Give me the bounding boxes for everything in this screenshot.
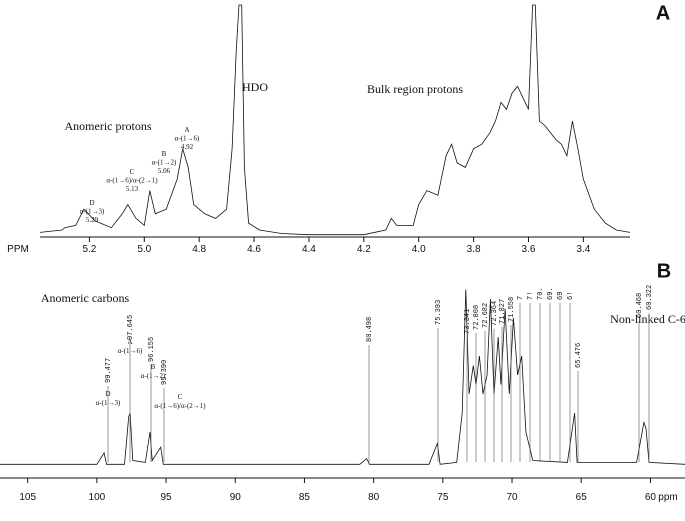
peak-label: 72.682 <box>482 303 490 328</box>
annotation: Anomeric carbons <box>41 291 130 305</box>
peak-label: 6! <box>567 292 575 300</box>
x-tick-label: 70 <box>506 492 518 503</box>
annotation: Anomeric protons <box>65 119 152 133</box>
peak-label: 60.468 <box>636 293 644 318</box>
x-tick-label: 65 <box>576 492 588 503</box>
peak-label: 96.155 <box>148 337 156 362</box>
annotation: 5.29 <box>86 216 99 224</box>
annotation: α-(1→6) <box>118 347 143 355</box>
annotation: 5.06 <box>158 167 171 175</box>
x-tick-label: 5.0 <box>137 244 151 255</box>
annotation: A <box>184 126 189 134</box>
peak-label: 95.390 <box>161 360 169 385</box>
annotation: α-(1→2) <box>152 159 177 167</box>
x-tick-label: 3.4 <box>576 244 590 255</box>
peak-label: 99.477 <box>105 358 113 383</box>
annotation: 5.13 <box>126 185 139 193</box>
x-tick-label: 75 <box>437 492 449 503</box>
spectrum-trace <box>0 289 685 465</box>
peak-label: 72.808 <box>473 305 481 330</box>
annotation: D <box>89 199 94 207</box>
annotation: C <box>178 393 183 401</box>
x-tick-label: 100 <box>89 492 106 503</box>
annotation: Bulk region protons <box>367 82 463 96</box>
panel-label: A <box>656 2 670 24</box>
peak-label: 69 <box>557 292 565 300</box>
x-tick-label: 4.2 <box>357 244 371 255</box>
annotation: B <box>151 363 156 371</box>
peak-label: 97.645 <box>127 315 135 340</box>
annotation: α-(1→6)/α-(2→1) <box>154 402 206 410</box>
peak-label: 7 <box>517 296 525 300</box>
annotation: C <box>130 168 135 176</box>
peak-label: 71.827 <box>499 299 507 324</box>
x-tick-label: 3.6 <box>522 244 536 255</box>
x-tick-label: 4.0 <box>412 244 426 255</box>
peak-label: 65.476 <box>575 343 583 368</box>
x-tick-label: 60 <box>645 492 657 503</box>
peak-label: 7! <box>527 292 535 300</box>
x-tick-label: 3.8 <box>467 244 481 255</box>
x-tick-label: 90 <box>230 492 242 503</box>
annotation: α-(1→6) <box>175 135 200 143</box>
x-axis-label: PPM <box>7 244 29 255</box>
annotation: Non-linked C-6 <box>610 312 685 326</box>
spectrum-trace <box>39 4 631 236</box>
x-tick-label: 4.4 <box>302 244 316 255</box>
annotation: 4.92 <box>181 143 194 151</box>
peak-label: 80.498 <box>366 317 374 342</box>
peak-label: 72.364 <box>491 301 499 326</box>
annotation: α-(1→6)/α-(2→1) <box>106 177 158 185</box>
annotation: HDO <box>242 80 268 94</box>
peak-label: 69. <box>547 287 555 300</box>
x-tick-label: 4.8 <box>192 244 206 255</box>
x-tick-label: 85 <box>299 492 311 503</box>
x-tick-label: 95 <box>160 492 172 503</box>
peak-label: 70. <box>537 287 545 300</box>
annotation: B <box>162 150 167 158</box>
peak-label: 60.322 <box>646 285 654 310</box>
peak-label: 75.393 <box>435 300 443 325</box>
annotation: α-(1→2) <box>141 372 166 380</box>
x-tick-label: 4.6 <box>247 244 261 255</box>
annotation: A <box>127 338 132 346</box>
x-tick-label: 5.2 <box>82 244 96 255</box>
x-tick-label: 105 <box>19 492 36 503</box>
annotation: α-(1→3) <box>80 208 105 216</box>
x-axis-label: ppm <box>658 492 677 503</box>
annotation: α-(1→3) <box>96 399 121 407</box>
peak-label: 71.558 <box>508 297 516 322</box>
panel-label: B <box>657 260 671 282</box>
x-tick-label: 80 <box>368 492 380 503</box>
peak-label: 73.341 <box>464 309 472 334</box>
